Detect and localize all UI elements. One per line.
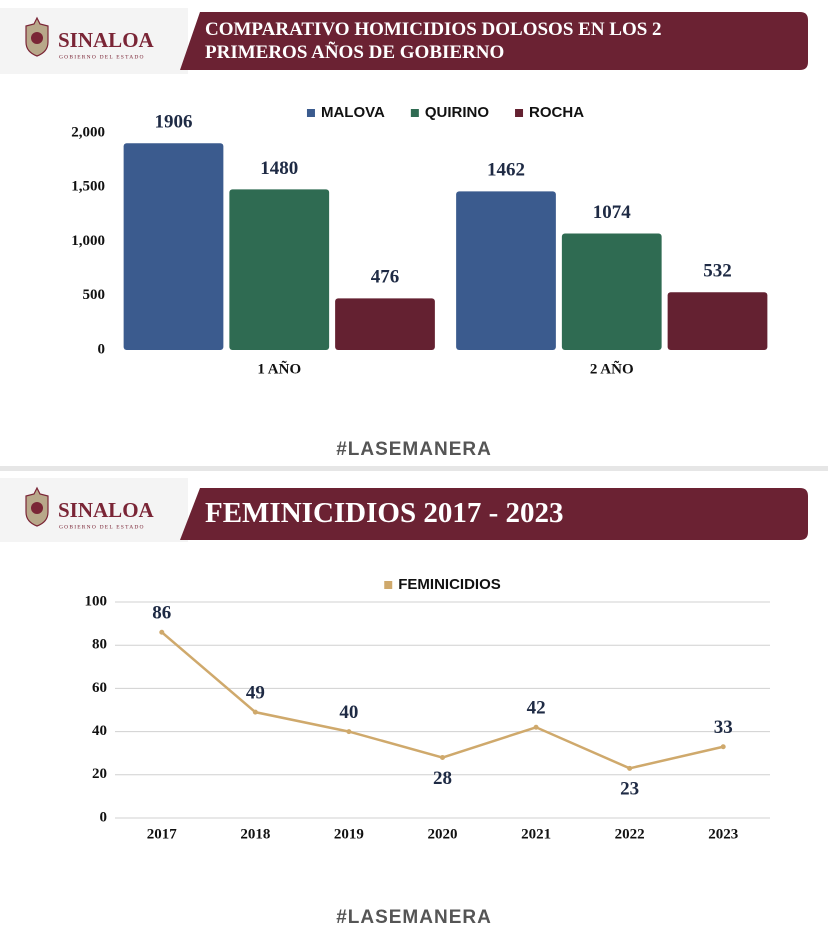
point [440,755,445,761]
brand: SINALOA [58,498,155,522]
chart-title: FEMINICIDIOS 2017 - 2023 [205,497,564,529]
footer: #LASEMANERA [336,907,492,928]
x-tick-label: 2020 [428,826,458,842]
bar [456,191,556,350]
data-label: 1462 [487,160,525,181]
footer: #LASEMANERA [336,439,492,460]
x-tick-label: 2018 [240,826,270,842]
legend-swatch [515,109,524,117]
x-tick-label: 2017 [147,826,178,842]
bar [335,298,435,350]
title-banner [180,488,808,540]
data-label: 49 [246,683,265,704]
y-tick-label: 80 [92,637,107,653]
point [720,744,726,750]
legend-swatch [410,109,419,117]
data-label: 28 [433,768,452,789]
data-label: 476 [371,267,400,288]
x-tick-label: 1 AÑO [257,359,301,377]
x-tick-label: 2022 [615,826,645,842]
legend-swatch [384,581,393,589]
brand-subtitle: GOBIERNO DEL ESTADO [59,524,145,530]
data-label: 1480 [260,158,298,179]
legend-label: ROCHA [529,104,584,121]
y-tick-label: 60 [92,680,107,696]
y-tick-label: 40 [92,723,107,739]
x-tick-label: 2021 [521,826,551,842]
bar [561,233,662,350]
point [533,724,539,730]
data-label: 1074 [593,202,632,223]
point [159,629,165,635]
point [346,729,352,735]
y-tick-label: 0 [98,341,106,357]
brand-subtitle: GOBIERNO DEL ESTADO [59,54,145,60]
x-tick-label: 2 AÑO [590,359,634,377]
data-label: 23 [620,779,639,800]
data-label: 42 [527,698,546,719]
y-tick-label: 20 [92,766,107,782]
emblem [25,16,49,57]
bar [667,292,768,350]
y-tick-label: 1,500 [71,179,105,195]
point [627,765,633,771]
title-banner [180,12,808,70]
x-tick-label: 2023 [708,826,738,842]
y-tick-label: 100 [85,593,108,609]
bar [123,143,224,350]
y-tick-label: 500 [83,287,106,303]
y-tick-label: 1,000 [71,233,105,249]
legend-label: MALOVA [321,104,385,121]
point [252,709,258,715]
brand: SINALOA [58,28,155,52]
y-tick-label: 2,000 [71,124,105,140]
panel [0,471,828,934]
emblem [25,486,49,527]
chart-title: COMPARATIVO HOMICIDIOS DOLOSOS EN LOS 2 … [205,19,662,63]
x-tick-label: 2019 [334,826,364,842]
legend-label: FEMINICIDIOS [398,576,501,593]
legend-label: QUIRINO [425,104,490,121]
data-label: 33 [714,717,733,738]
data-label: 1906 [155,112,193,133]
data-label: 532 [703,261,732,282]
legend-swatch [306,109,315,117]
data-label: 86 [152,603,171,624]
y-tick-label: 0 [100,809,108,825]
data-label: 40 [339,702,358,723]
bar [229,189,330,350]
